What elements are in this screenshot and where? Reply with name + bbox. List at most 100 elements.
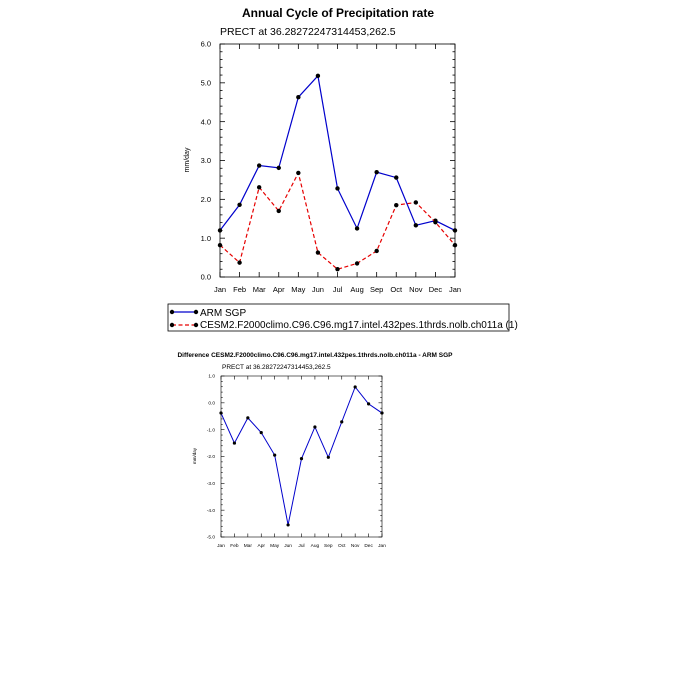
difference-chart: Difference CESM2.F2000climo.C96.C96.mg17… bbox=[177, 352, 453, 549]
data-point bbox=[340, 420, 344, 424]
diff-series-marks bbox=[219, 385, 384, 527]
data-point bbox=[217, 242, 223, 248]
plot-frame bbox=[219, 43, 456, 278]
x-tick-label: Oct bbox=[390, 285, 403, 294]
y-tick-label: 1.0 bbox=[208, 374, 215, 380]
legend-box bbox=[167, 303, 510, 332]
x-tick-label: Mar bbox=[253, 285, 266, 294]
plot-area: Jan Feb Mar Apr May Jun Jul Aug Sep Oct Nov Dec Jan0… bbox=[201, 40, 461, 294]
x-tick-label: Nov bbox=[409, 285, 423, 294]
data-point bbox=[354, 261, 360, 266]
data-point bbox=[256, 163, 262, 168]
y-tick-label: -1.0 bbox=[207, 427, 216, 433]
legend: ARM SGP CESM2.F2000climo.C96.C96.mg17.in… bbox=[167, 303, 518, 332]
x-tick-label: Feb bbox=[230, 543, 239, 549]
data-point bbox=[217, 228, 223, 233]
data-point bbox=[394, 175, 399, 180]
data-point bbox=[315, 73, 321, 79]
x-tick-label: Mar bbox=[244, 543, 253, 549]
legend-marker-model bbox=[169, 322, 175, 328]
x-tick-label: Sep bbox=[370, 285, 383, 294]
x-tick-label: Aug bbox=[350, 285, 363, 294]
data-point bbox=[366, 402, 371, 406]
diff-chart-title: Difference CESM2.F2000climo.C96.C96.mg17… bbox=[177, 352, 453, 359]
legend-marker-model-end bbox=[193, 322, 199, 328]
data-point bbox=[286, 523, 290, 527]
data-point bbox=[259, 431, 263, 435]
y-tick-label: -2.0 bbox=[207, 454, 216, 460]
diff-plot-area: Jan Feb Mar Apr May Jun Jul Aug Sep Oct Nov Dec Jan-… bbox=[207, 374, 386, 549]
x-tick-label: Sep bbox=[324, 543, 333, 549]
data-point bbox=[232, 441, 237, 445]
data-point bbox=[335, 186, 340, 191]
data-point bbox=[299, 457, 304, 461]
x-tick-label: Jan bbox=[214, 285, 226, 294]
data-point bbox=[353, 385, 357, 389]
data-point bbox=[452, 228, 458, 233]
legend-marker-obs-end bbox=[193, 309, 199, 315]
data-point bbox=[374, 169, 379, 175]
data-point bbox=[315, 250, 321, 255]
data-point bbox=[256, 185, 262, 190]
x-tick-label: Apr bbox=[273, 285, 285, 294]
diff-y-axis-label: mm/day bbox=[192, 447, 197, 464]
data-point bbox=[313, 425, 317, 429]
chart-subtitle: PRECT at 36.28272247314453,262.5 bbox=[220, 26, 396, 38]
data-point bbox=[237, 202, 242, 207]
x-tick-label: Jan bbox=[449, 285, 461, 294]
data-point bbox=[296, 95, 301, 100]
x-tick-label: Jun bbox=[284, 543, 292, 549]
x-tick-label: May bbox=[291, 285, 305, 294]
x-tick-label: Aug bbox=[311, 543, 320, 549]
y-tick-label: 6.0 bbox=[201, 40, 211, 49]
data-point bbox=[452, 242, 458, 248]
chart-title: Annual Cycle of Precipitation rate bbox=[242, 6, 434, 20]
data-point bbox=[237, 260, 242, 265]
data-point bbox=[335, 267, 340, 272]
data-point bbox=[380, 411, 384, 415]
x-tick-label: May bbox=[270, 543, 280, 549]
data-point bbox=[394, 202, 399, 208]
x-tick-label: Apr bbox=[258, 543, 266, 549]
y-tick-label: 0.0 bbox=[208, 401, 215, 407]
plot-frame bbox=[220, 375, 383, 538]
y-tick-label: 1.0 bbox=[201, 234, 211, 243]
x-tick-label: Nov bbox=[351, 543, 360, 549]
x-tick-label: Oct bbox=[338, 543, 346, 549]
legend-label-model: CESM2.F2000climo.C96.C96.mg17.intel.432p… bbox=[200, 320, 518, 331]
data-point bbox=[219, 411, 223, 415]
series-line-1 bbox=[220, 386, 383, 526]
data-point bbox=[276, 165, 281, 171]
y-tick-label: -5.0 bbox=[207, 535, 216, 541]
data-point bbox=[326, 455, 330, 459]
data-point bbox=[273, 453, 277, 457]
x-tick-label: Jun bbox=[312, 285, 324, 294]
data-point bbox=[413, 200, 419, 205]
y-tick-label: 0.0 bbox=[201, 273, 211, 282]
data-point bbox=[296, 170, 301, 176]
legend-marker-obs bbox=[169, 309, 175, 315]
y-tick-label: -3.0 bbox=[207, 481, 216, 487]
x-tick-label: Jan bbox=[217, 543, 225, 549]
data-point bbox=[374, 248, 379, 254]
y-tick-label: 3.0 bbox=[201, 156, 211, 165]
x-tick-label: Jan bbox=[378, 543, 386, 549]
data-point bbox=[413, 223, 419, 228]
x-tick-label: Dec bbox=[429, 285, 443, 294]
x-tick-label: Jul bbox=[298, 543, 304, 549]
y-tick-label: 4.0 bbox=[201, 117, 211, 126]
x-tick-label: Dec bbox=[364, 543, 373, 549]
data-point bbox=[433, 220, 438, 225]
y-tick-label: 2.0 bbox=[201, 195, 211, 204]
annual-cycle-chart: Annual Cycle of Precipitation rate PRECT… bbox=[167, 6, 518, 332]
data-point bbox=[246, 416, 250, 420]
x-tick-label: Feb bbox=[233, 285, 246, 294]
x-tick-label: Jul bbox=[333, 285, 343, 294]
y-tick-label: 5.0 bbox=[201, 78, 211, 87]
y-tick-label: -4.0 bbox=[207, 508, 216, 514]
diff-chart-subtitle: PRECT at 36.28272247314453,262.5 bbox=[222, 364, 331, 371]
legend-label-obs: ARM SGP bbox=[200, 308, 246, 319]
y-axis-label: mm/day bbox=[184, 147, 191, 172]
data-point bbox=[276, 208, 281, 214]
